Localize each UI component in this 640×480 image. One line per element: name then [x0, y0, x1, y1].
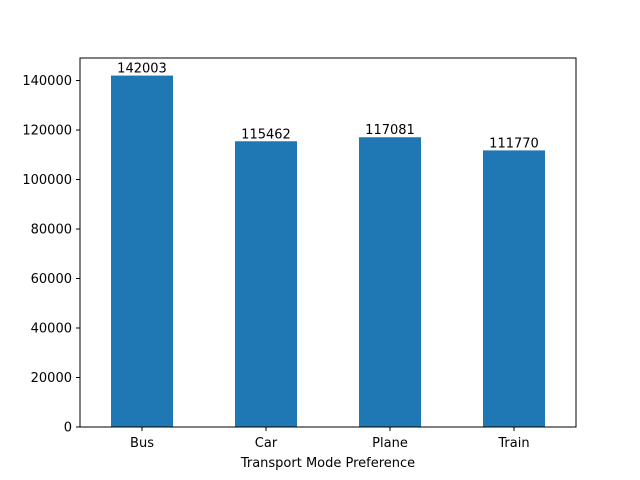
- y-tick-label-20000: 20000: [31, 371, 72, 386]
- bar-bus: [111, 75, 173, 427]
- data-label-bus: 142003: [117, 62, 167, 77]
- y-tick-label-80000: 80000: [31, 223, 72, 238]
- x-tick-label-train: Train: [497, 436, 529, 451]
- y-tick-label-120000: 120000: [22, 124, 72, 139]
- data-label-car: 115462: [241, 127, 291, 142]
- data-labels: 142003 115462 117081 111770: [117, 62, 539, 152]
- plot-frame: [79, 57, 577, 428]
- x-tick-label-bus: Bus: [130, 436, 154, 451]
- y-tick-label-0: 0: [64, 421, 72, 436]
- y-tick-label-100000: 100000: [22, 173, 72, 188]
- y-tick-label-140000: 140000: [22, 74, 72, 89]
- y-tick-label-40000: 40000: [31, 322, 72, 337]
- x-tick-label-car: Car: [255, 436, 278, 451]
- bar-car: [235, 141, 297, 427]
- bar-train: [483, 150, 545, 428]
- y-tick-label-60000: 60000: [31, 272, 72, 287]
- x-axis: Bus Car Plane Train: [130, 427, 530, 451]
- bars-layer: [111, 75, 545, 428]
- x-axis-title: Transport Mode Preference: [240, 456, 415, 471]
- x-tick-label-plane: Plane: [372, 436, 408, 451]
- data-label-train: 111770: [489, 136, 539, 151]
- data-label-plane: 117081: [365, 123, 415, 138]
- bar-plane: [359, 137, 421, 427]
- y-axis: 0 20000 40000 60000 80000 100000 120000 140000: [22, 74, 80, 436]
